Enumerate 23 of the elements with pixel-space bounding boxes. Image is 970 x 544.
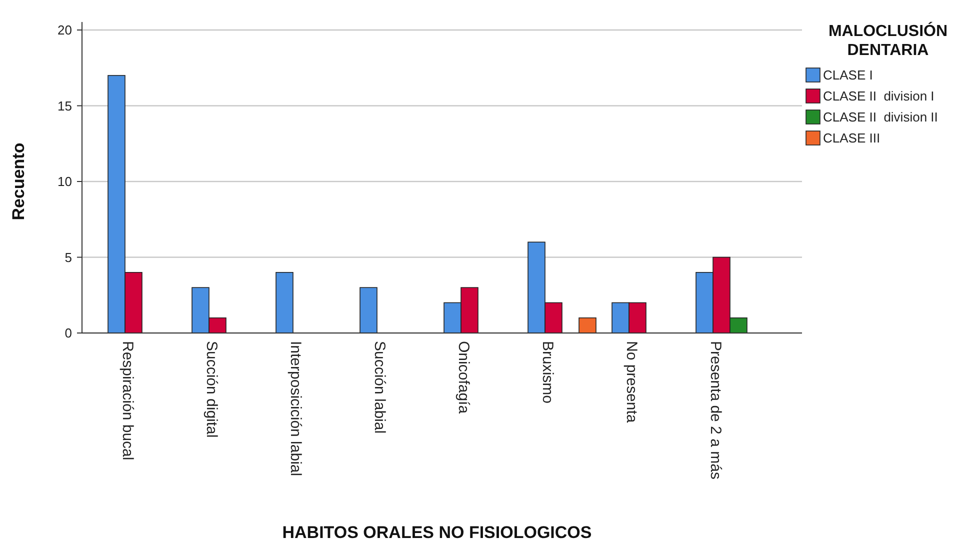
bar [578,317,596,334]
x-tick-label: Bruxismo [538,341,556,404]
y-tick-label: 10 [58,174,72,190]
x-axis-title: HABITOS ORALES NO FISIOLOGICOS [282,523,592,542]
legend-label: CLASE II division I [823,88,934,104]
x-tick-label: Interposicición labial [286,341,304,476]
legend-label: CLASE I [823,68,873,83]
legend-label: CLASE III [823,130,880,146]
legend-label: CLASE II division II [823,110,938,125]
x-tick-label: Succión digital [202,341,220,438]
bar [276,272,294,334]
x-tick-label: Respiración bucal [118,341,136,460]
y-tick-label: 20 [58,22,72,38]
y-axis-title: Recuento [9,142,28,220]
y-tick-label: 0 [64,326,72,341]
x-tick-label: Presenta de 2 a más [706,341,724,480]
x-tick-label: Succión labial [370,341,388,434]
y-tick-label: 15 [58,98,72,114]
y-tick-label: 5 [64,250,72,265]
bar [360,287,378,334]
x-tick-label: Onicofagía [454,341,472,414]
x-tick-label: No presenta [622,341,640,424]
legend-title: MALOCLUSIÓN DENTARIA [828,21,948,59]
